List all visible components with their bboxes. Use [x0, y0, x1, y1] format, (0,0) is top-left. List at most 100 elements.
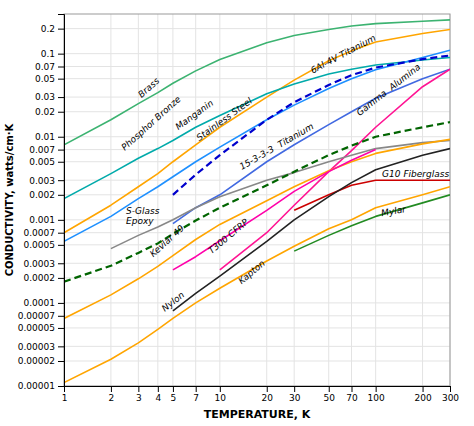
series-line — [173, 55, 450, 194]
x-tick-label: 30 — [289, 393, 301, 403]
curve-label: Nylon — [160, 290, 187, 314]
series-line — [64, 57, 450, 198]
series-line — [294, 180, 450, 210]
y-tick: 0.07 — [35, 62, 64, 72]
series-line — [173, 149, 450, 311]
curve-label-line: 15-3-3-3 Titanium — [238, 121, 316, 172]
curve-label-line: Stainless Steel — [195, 96, 255, 143]
y-tick-label: 0.0001 — [24, 298, 56, 308]
y-grid-line — [64, 315, 450, 316]
y-tick-label: 0.002 — [29, 190, 55, 200]
y-grid-line — [64, 244, 450, 245]
x-tick-label: 2 — [109, 393, 115, 403]
x-tick: 70 — [346, 386, 358, 403]
y-tick-label: 0.05 — [35, 74, 55, 84]
x-tick-label: 100 — [368, 393, 385, 403]
curve-label-line: Kapton — [236, 258, 267, 286]
x-tick: 2 — [109, 386, 115, 403]
x-tick-mark — [329, 386, 330, 392]
y-tick: 0.0002 — [24, 273, 65, 283]
y-tick: 0.0001 — [24, 298, 65, 308]
curve-label: Kevlar 49 — [148, 223, 186, 259]
x-tick: 1 — [62, 386, 68, 403]
x-tick: 300 — [442, 386, 459, 403]
y-grid-line — [64, 327, 450, 328]
x-grid-line — [110, 14, 111, 386]
y-tick: 0.0003 — [24, 259, 65, 269]
y-tick-mark — [58, 67, 64, 68]
x-grid-line — [294, 14, 295, 386]
y-tick-label: 0.03 — [35, 92, 55, 102]
y-tick: 0.2 — [41, 24, 64, 34]
y-tick: 0.001 — [29, 215, 64, 225]
y-tick: 0.007 — [29, 145, 64, 155]
series-group — [64, 20, 450, 383]
grid — [64, 14, 450, 386]
y-tick-label: 0.00002 — [18, 356, 55, 366]
y-grid-line — [64, 194, 450, 195]
y-grid-line — [64, 346, 450, 347]
y-tick-label: 0.0005 — [24, 240, 56, 250]
y-axis: 0.20.10.070.050.030.020.010.0070.0050.00… — [18, 15, 65, 392]
y-tick: 0.00003 — [18, 342, 64, 352]
curve-label-line: Gamma Alumina — [355, 62, 423, 118]
y-grid-line — [64, 277, 450, 278]
curve-label-line: G10 Fiberglass — [382, 169, 449, 179]
x-tick: 30 — [289, 386, 301, 403]
y-tick-label: 0.00001 — [18, 381, 55, 391]
y-tick-label: 0.0007 — [24, 228, 56, 238]
x-tick-mark — [294, 386, 295, 392]
x-tick-label: 10 — [215, 393, 227, 403]
x-tick-mark — [450, 386, 451, 392]
curve-label: Brass — [136, 76, 161, 100]
y-tick: 0.002 — [29, 190, 64, 200]
y-tick: 0.00005 — [18, 323, 64, 333]
y-tick-label: 0.00007 — [18, 311, 55, 321]
x-tick-mark — [352, 386, 353, 392]
y-grid-line — [64, 78, 450, 79]
x-tick-label: 5 — [171, 393, 177, 403]
y-tick-label: 0.01 — [35, 132, 55, 142]
y-tick-mark — [58, 180, 64, 181]
chart-svg: 12345710203050701002003000.20.10.070.050… — [0, 0, 474, 426]
y-tick-label: 0.007 — [29, 145, 55, 155]
y-tick: 0.02 — [35, 107, 64, 117]
y-grid-line — [64, 360, 450, 361]
y-tick-label: 0.0003 — [24, 259, 56, 269]
x-tick-mark — [138, 386, 139, 392]
curve-label-line: Kevlar 49 — [148, 223, 186, 259]
series-line — [64, 30, 450, 233]
x-tick-mark — [267, 386, 268, 392]
y-grid-line — [64, 136, 450, 137]
y-axis-line — [58, 15, 65, 387]
y-tick: 0.00001 — [18, 381, 64, 391]
y-tick: 0.03 — [35, 92, 64, 102]
x-tick-label: 3 — [136, 393, 142, 403]
curve-label-line: Brass — [136, 76, 161, 100]
x-grid-line — [219, 14, 220, 386]
x-tick-mark — [173, 386, 174, 392]
y-tick-label: 0.02 — [35, 107, 55, 117]
y-tick-label: 0.00003 — [18, 342, 55, 352]
y-axis-title: CONDUCTIVITY, watts/cm·K — [4, 122, 15, 276]
x-tick-label: 200 — [414, 393, 431, 403]
annotations: BrassPhosphor BronzeManganinStainless St… — [119, 33, 449, 314]
x-tick: 50 — [324, 386, 336, 403]
y-tick: 0.00007 — [18, 311, 64, 321]
x-grid-line — [422, 14, 423, 386]
x-tick-label: 7 — [193, 393, 199, 403]
x-axis: 1234571020305070100200300 — [62, 386, 460, 403]
x-axis-title: TEMPERATURE, K — [204, 408, 311, 421]
curve-label: Kapton — [236, 258, 267, 286]
series-line — [294, 195, 450, 251]
y-tick-label: 0.2 — [41, 24, 55, 34]
y-tick: 0.0005 — [24, 240, 65, 250]
x-tick-mark — [196, 386, 197, 392]
curve-label: 6Al-4V Titanium — [309, 33, 378, 76]
plot-frame — [64, 14, 450, 386]
x-tick-label: 300 — [442, 393, 459, 403]
x-grid-line — [138, 14, 139, 386]
curve-label: Mylar — [380, 204, 407, 218]
x-tick-label: 4 — [155, 393, 161, 403]
y-tick: 0.05 — [35, 74, 64, 84]
